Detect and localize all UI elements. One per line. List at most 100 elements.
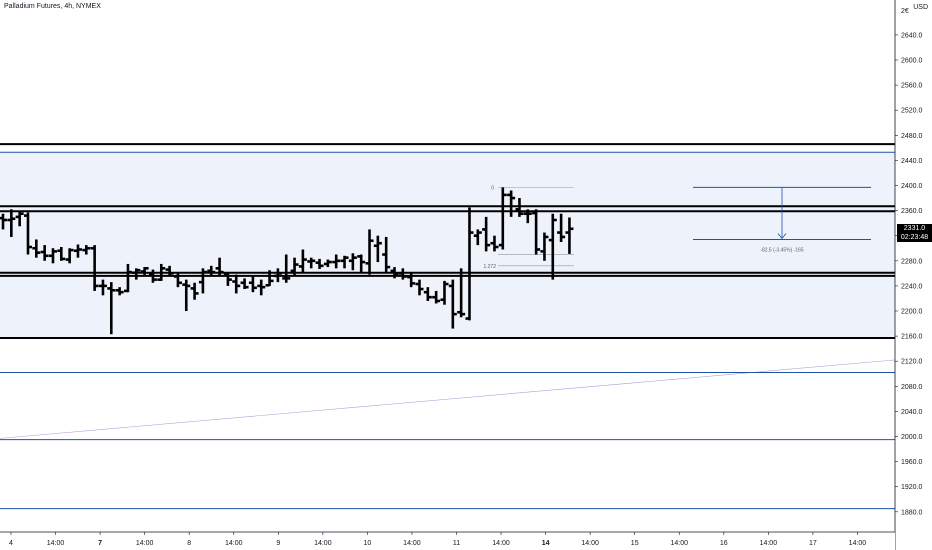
ohlc-bar[interactable]: [382, 236, 391, 274]
range-zone: [0, 152, 895, 338]
ohlc-bar[interactable]: [465, 207, 474, 321]
ohlc-bar[interactable]: [565, 217, 574, 254]
ohlc-bar[interactable]: [507, 190, 516, 217]
ohlc-bar[interactable]: [265, 270, 274, 287]
ohlc-bar[interactable]: [7, 209, 16, 237]
price-tick-label: 1880.0: [901, 509, 923, 516]
ohlc-bar[interactable]: [440, 280, 449, 305]
ohlc-bar[interactable]: [240, 278, 249, 290]
ohlc-bar[interactable]: [373, 235, 382, 263]
ohlc-bar[interactable]: [182, 279, 191, 311]
ohlc-bar[interactable]: [165, 265, 174, 277]
ohlc-bar[interactable]: [140, 267, 149, 276]
ohlc-bar[interactable]: [365, 229, 374, 275]
ohlc-bar[interactable]: [82, 245, 91, 255]
time-tick-label: 14:00: [136, 540, 154, 547]
price-axis[interactable]: [895, 0, 932, 550]
price-tick-label: 2160.0: [901, 334, 923, 341]
ohlc-bar[interactable]: [98, 279, 107, 296]
price-tick-label: 2600.0: [901, 58, 923, 65]
ohlc-bar[interactable]: [215, 257, 224, 277]
ohlc-bar[interactable]: [515, 198, 524, 217]
ohlc-bar[interactable]: [282, 254, 291, 283]
ohlc-bar[interactable]: [115, 287, 124, 296]
ohlc-bar[interactable]: [248, 276, 257, 293]
ohlc-bar[interactable]: [457, 268, 466, 318]
ohlc-bar[interactable]: [540, 232, 549, 261]
ohlc-bar[interactable]: [348, 253, 357, 271]
ohlc-bar[interactable]: [207, 265, 216, 277]
ohlc-bar[interactable]: [73, 244, 82, 258]
ohlc-bar[interactable]: [323, 259, 332, 268]
ohlc-bar[interactable]: [532, 209, 541, 255]
ohlc-bar[interactable]: [123, 263, 132, 293]
ohlc-bar[interactable]: [48, 248, 57, 264]
ohlc-bar[interactable]: [298, 249, 307, 273]
ohlc-bar[interactable]: [432, 290, 441, 304]
price-tick-label: 2080.0: [901, 384, 923, 391]
ohlc-bar[interactable]: [173, 272, 182, 288]
time-tick-label: 14:00: [403, 540, 421, 547]
ohlc-bar[interactable]: [90, 245, 99, 291]
price-tick-label: 2640.0: [901, 32, 923, 39]
ohlc-bar[interactable]: [490, 235, 499, 252]
ohlc-bar[interactable]: [332, 254, 341, 269]
ohlc-bar[interactable]: [232, 274, 241, 294]
price-tick-label: 2000.0: [901, 434, 923, 441]
ohlc-bar[interactable]: [148, 269, 157, 283]
ohlc-bar[interactable]: [548, 213, 557, 280]
ohlc-bar[interactable]: [307, 257, 316, 269]
ohlc-bar[interactable]: [290, 257, 299, 277]
ohlc-bar[interactable]: [482, 216, 491, 252]
ohlc-bar[interactable]: [390, 267, 399, 279]
price-tick-label: 1920.0: [901, 484, 923, 491]
time-tick-label: 8: [187, 540, 191, 547]
ohlc-bar[interactable]: [523, 209, 532, 224]
ohlc-bar[interactable]: [423, 287, 432, 301]
time-axis[interactable]: [0, 532, 895, 550]
price-tick-label: 1960.0: [901, 459, 923, 466]
ohlc-bar[interactable]: [498, 187, 507, 250]
ohlc-bar[interactable]: [315, 258, 324, 269]
time-tick-label: 11: [453, 540, 460, 547]
ohlc-bar[interactable]: [157, 263, 166, 281]
time-tick-label: 15: [631, 540, 639, 547]
ohlc-bar[interactable]: [415, 279, 424, 296]
ohlc-bar[interactable]: [340, 255, 349, 269]
ohlc-bar[interactable]: [32, 239, 41, 258]
ohlc-bar[interactable]: [40, 245, 49, 261]
ohlc-bar[interactable]: [0, 213, 7, 230]
trend-line[interactable]: [0, 359, 896, 439]
currency-label[interactable]: USD: [913, 4, 928, 11]
fib-label-zero: 0: [491, 185, 494, 191]
ohlc-bar[interactable]: [57, 246, 66, 261]
ohlc-bar[interactable]: [223, 272, 232, 286]
ohlc-bar[interactable]: [65, 248, 74, 264]
ohlc-bar[interactable]: [23, 212, 32, 255]
ohlc-bar[interactable]: [473, 229, 482, 246]
time-tick-label: 10: [364, 540, 372, 547]
time-tick-label: 9: [276, 540, 280, 547]
ohlc-bar[interactable]: [557, 213, 566, 242]
last-price-tag: 2331.0: [897, 224, 932, 233]
time-tick-label: 14:00: [670, 540, 688, 547]
ohlc-bar[interactable]: [107, 282, 116, 335]
ohlc-bar[interactable]: [257, 279, 266, 296]
ohlc-bar[interactable]: [15, 210, 24, 227]
ohlc-bar[interactable]: [357, 254, 366, 274]
countdown-tag: 02:23:48: [897, 233, 932, 242]
ohlc-bar[interactable]: [132, 268, 141, 280]
ohlc-bar[interactable]: [448, 279, 457, 329]
ohlc-bar[interactable]: [398, 268, 407, 280]
time-tick-label: 14:00: [225, 540, 243, 547]
price-tick-label: 2280.0: [901, 258, 923, 265]
price-tick-label: 2240.0: [901, 283, 923, 290]
time-tick-label: 14:00: [314, 540, 332, 547]
ohlc-bar[interactable]: [273, 268, 282, 283]
time-tick-label: 16: [720, 540, 728, 547]
ohlc-bar[interactable]: [190, 282, 199, 300]
ohlc-bar[interactable]: [198, 268, 207, 294]
price-tick-label: 2400.0: [901, 183, 923, 190]
ohlc-bar[interactable]: [407, 272, 416, 288]
